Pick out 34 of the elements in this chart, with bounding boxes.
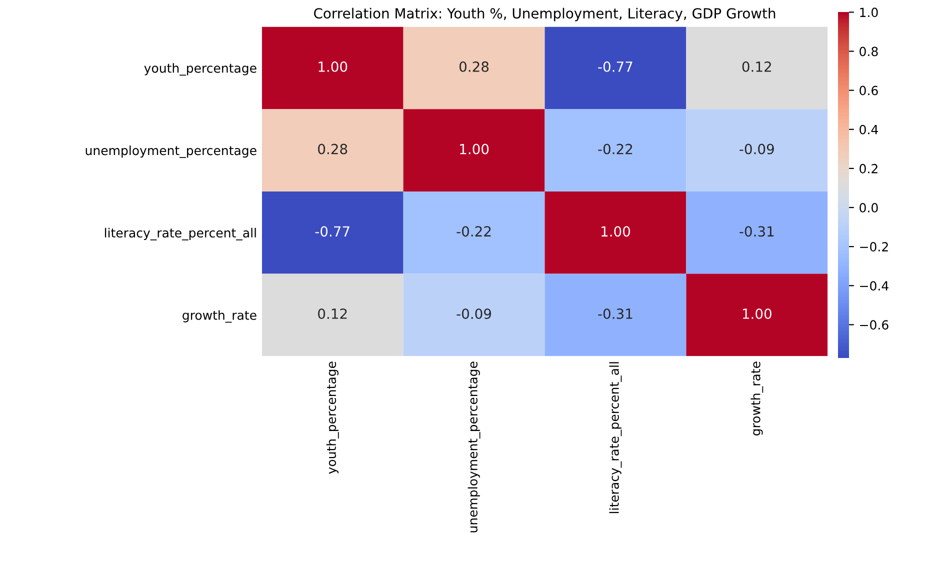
color-bar-label: −0.6 [860,320,888,330]
data-label: -0.31 [598,308,632,320]
x-tick-label: youth_percentage [326,362,339,474]
color-bar-label: 0.8 [860,46,878,56]
data-label: -0.77 [315,226,350,237]
data-label: 1.00 [602,226,630,237]
y-tick-label: literacy_rate_percent_all [104,228,256,240]
x-tick-label: growth_rate [750,362,764,436]
color-bar-label: 0.4 [860,124,878,134]
data-label: 0.28 [318,144,348,154]
x-tick-label: literacy_rate_percent_all [609,362,622,514]
color-bar-label: 1.0 [860,8,878,18]
data-label: -0.77 [598,61,632,72]
y-tick-label: unemployment_percentage [86,146,256,158]
color-bar-label: −0.4 [860,281,888,291]
data-label: 0.28 [459,61,489,72]
color-bar-label: 0.6 [860,86,878,96]
data-label: 1.00 [742,308,772,320]
data-label: 0.12 [318,308,347,320]
data-label: -0.31 [740,226,774,237]
color-bar-label: 0.2 [860,164,878,174]
data-label: -0.09 [456,308,492,320]
data-label: -0.09 [740,144,774,154]
data-label: -0.22 [456,226,491,237]
chart-title: Correlation Matrix: Youth %, Unemployment, Literacy, GDP Growth [314,8,776,22]
y-tick-label: youth_percentage [144,63,256,76]
data-label: -0.22 [598,144,632,154]
color-bar-label: −0.2 [860,242,888,252]
x-tick-label: unemployment_percentage [468,362,480,532]
color-bar-label: 0.0 [860,202,878,212]
data-label: 1.00 [460,144,489,154]
data-label: 1.00 [318,61,348,72]
data-label: 0.12 [742,61,771,72]
y-tick-label: growth_rate [182,310,256,323]
